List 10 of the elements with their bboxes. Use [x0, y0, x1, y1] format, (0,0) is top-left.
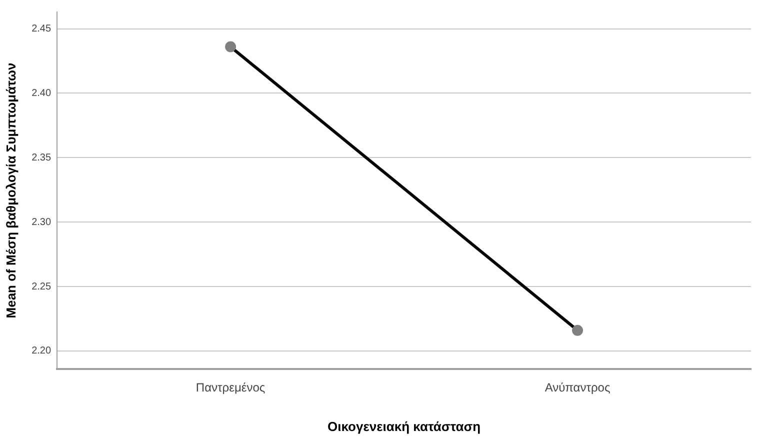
y-tick-label: 2.40 — [32, 88, 52, 99]
y-tick-label: 2.45 — [32, 24, 52, 35]
x-tick-label: Ανύπαντρος — [544, 380, 610, 395]
x-axis-title: Οικογενειακή κατάσταση — [327, 418, 481, 434]
x-tick-label: Παντρεμένος — [196, 380, 266, 395]
y-tick-label: 2.35 — [32, 152, 52, 164]
y-tick-label: 2.25 — [32, 281, 52, 292]
y-axis-title: Mean of Μέση βαθμολογία Συμπτωμάτων — [3, 62, 18, 318]
y-tick-label: 2.30 — [32, 216, 52, 228]
y-tick-label: 2.20 — [32, 346, 52, 357]
